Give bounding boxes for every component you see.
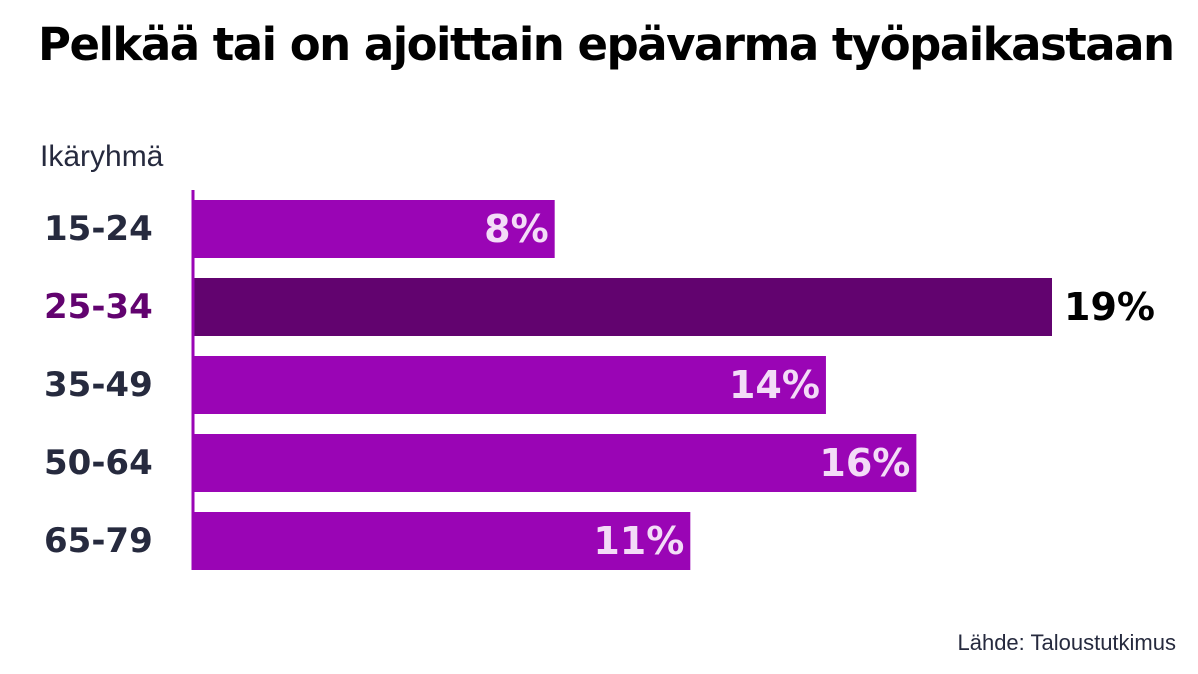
category-label: 15-24 (44, 209, 153, 249)
bar-50-64 (193, 434, 917, 492)
category-label: 25-34 (44, 287, 153, 327)
value-label: 8% (484, 207, 549, 251)
value-label: 19% (1064, 285, 1155, 329)
chart-title: Pelkää tai on ajoittain epävarma työpaik… (38, 18, 1175, 71)
category-label: 65-79 (44, 521, 153, 561)
source-note: Lähde: Taloustutkimus (957, 630, 1176, 655)
value-label: 16% (819, 441, 910, 485)
axis-title: Ikäryhmä (40, 140, 164, 173)
category-label: 35-49 (44, 365, 153, 405)
bar-15-24 (193, 200, 555, 258)
bar-65-79 (193, 512, 691, 570)
value-label: 11% (593, 519, 684, 563)
category-label: 50-64 (44, 443, 153, 483)
bars-layer: 15-24 8% 25-34 19% 35-49 14% 50-64 16% 65-79 11% (44, 200, 1155, 570)
bar-25-34 (193, 278, 1052, 336)
value-label: 14% (729, 363, 820, 407)
bar-35-49 (193, 356, 826, 414)
